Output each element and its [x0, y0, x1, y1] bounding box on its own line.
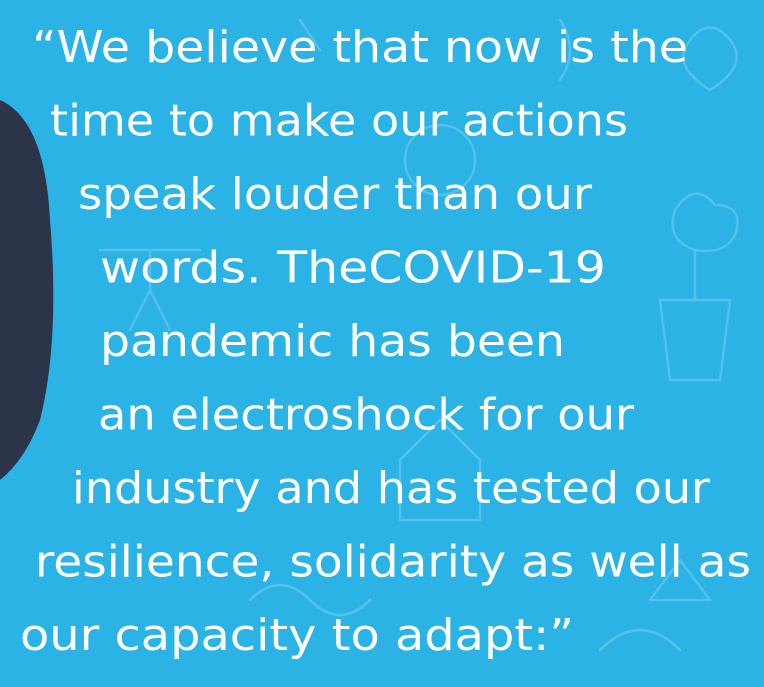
quote-line: an electroshock for our [98, 390, 635, 441]
quote-line: speak louder than our [78, 169, 593, 220]
quote-line: resilience, solidarity as well as [35, 537, 751, 588]
quote-line: time to make our actions [50, 96, 628, 147]
quote-line: industry and has tested our [72, 463, 711, 514]
quote-line: pandemic has been [100, 316, 565, 367]
quote-line: words. TheCOVID-19 [100, 243, 606, 294]
quote-line: our capacity to adapt:” [20, 610, 574, 661]
quote-line: “We believe that now is the [32, 22, 688, 73]
quote-card: “We believe that now is the time to make … [0, 0, 764, 687]
